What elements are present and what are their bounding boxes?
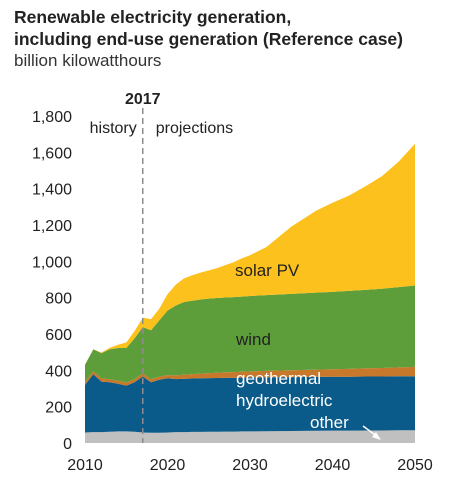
area-solar_pv [85, 143, 415, 365]
history-label: history [90, 120, 137, 137]
chart-subtitle: billion kilowatthours [14, 51, 162, 70]
series-label-geothermal: geothermal [236, 369, 321, 388]
x-tick-label: 2040 [315, 457, 351, 474]
area-geothermal [85, 366, 415, 386]
x-tick-label: 2050 [397, 457, 433, 474]
series-label-solar_pv: solar PV [235, 261, 300, 280]
chart-title-line-1: Renewable electricity generation, [14, 7, 292, 27]
area-wind [85, 285, 415, 383]
series-label-other: other [310, 413, 349, 432]
series-label-wind: wind [235, 330, 271, 349]
stacked-areas [85, 143, 415, 443]
area-hydroelectric [85, 374, 415, 433]
projections-label: projections [156, 120, 233, 137]
divider-year-label: 2017 [125, 91, 161, 108]
y-tick-label: 1,400 [32, 182, 72, 199]
y-tick-label: 1,600 [32, 145, 72, 162]
chart-title: Renewable electricity generation, includ… [14, 6, 403, 50]
y-tick-label: 0 [63, 436, 72, 453]
y-tick-label: 800 [45, 291, 72, 308]
y-tick-label: 200 [45, 400, 72, 417]
series-labels: solar PV wind geothermal hydroelectric other [235, 261, 381, 440]
x-axis-ticks: 2010 2020 2030 2040 2050 [67, 457, 433, 474]
other-pointer-arrowhead [372, 432, 381, 440]
x-tick-label: 2010 [67, 457, 103, 474]
x-tick-label: 2020 [150, 457, 186, 474]
y-tick-label: 1,000 [32, 254, 72, 271]
y-tick-label: 400 [45, 363, 72, 380]
x-tick-label: 2030 [232, 457, 268, 474]
y-axis-ticks: 0 200 400 600 800 1,000 1,200 1,400 1,600 1,800 [32, 109, 72, 453]
y-tick-label: 1,200 [32, 218, 72, 235]
y-tick-label: 600 [45, 327, 72, 344]
series-label-hydroelectric: hydroelectric [236, 391, 333, 410]
y-tick-label: 1,800 [32, 109, 72, 126]
chart-title-line-2: including end-use generation (Reference … [14, 29, 403, 49]
area-other [85, 430, 415, 443]
